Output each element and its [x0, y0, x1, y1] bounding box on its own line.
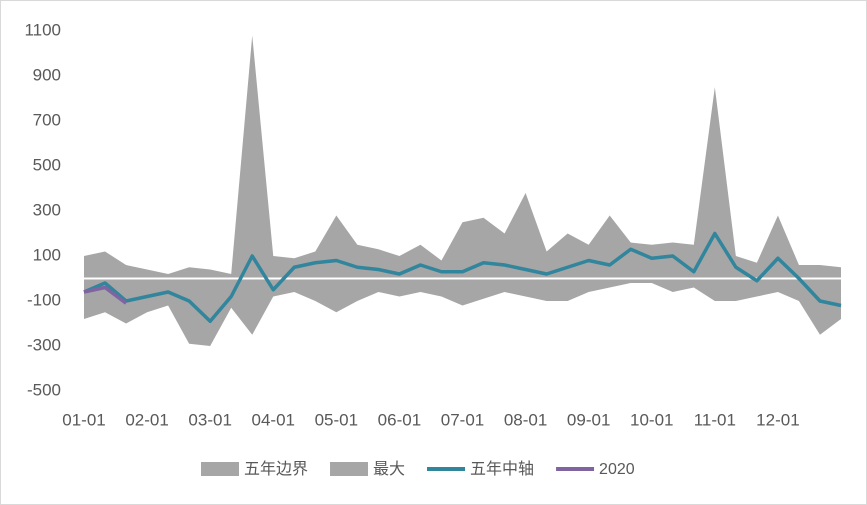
x-tick-label: 04-01	[252, 410, 295, 429]
legend-label: 2020	[599, 461, 635, 478]
legend-label: 五年中轴	[470, 460, 534, 478]
y-tick-label: 500	[33, 155, 61, 174]
line	[83, 285, 128, 305]
x-tick-label: 11-01	[694, 410, 736, 429]
x-tick-label: 06-01	[378, 410, 421, 429]
y-tick-label: 1100	[24, 20, 61, 39]
legend-label: 最大	[373, 460, 405, 478]
x-tick-label: 10-01	[630, 410, 673, 429]
area	[84, 35, 841, 279]
y-tick-label: 100	[33, 245, 61, 264]
y-tick-label: -300	[27, 335, 61, 354]
x-tick-label: 02-01	[125, 410, 168, 429]
y-tick-label: 300	[33, 200, 61, 219]
line	[83, 231, 842, 323]
x-tick-label: 09-01	[567, 410, 610, 429]
legend-swatch	[330, 462, 369, 476]
x-tick-label: 03-01	[188, 410, 231, 429]
y-tick-label: 700	[33, 110, 61, 129]
y-tick-label: -500	[27, 380, 61, 399]
x-tick-label: 05-01	[315, 410, 358, 429]
y-tick-label: 900	[33, 65, 61, 84]
x-tick-label: 01-01	[62, 410, 105, 429]
legend-swatch	[201, 462, 239, 476]
legend-label: 五年边界	[244, 460, 308, 478]
x-tick-label: 08-01	[504, 410, 547, 429]
area	[84, 278, 841, 346]
x-tick-label: 07-01	[441, 410, 484, 429]
y-tick-label: -100	[27, 290, 61, 309]
x-tick-label: 12-01	[756, 410, 799, 429]
